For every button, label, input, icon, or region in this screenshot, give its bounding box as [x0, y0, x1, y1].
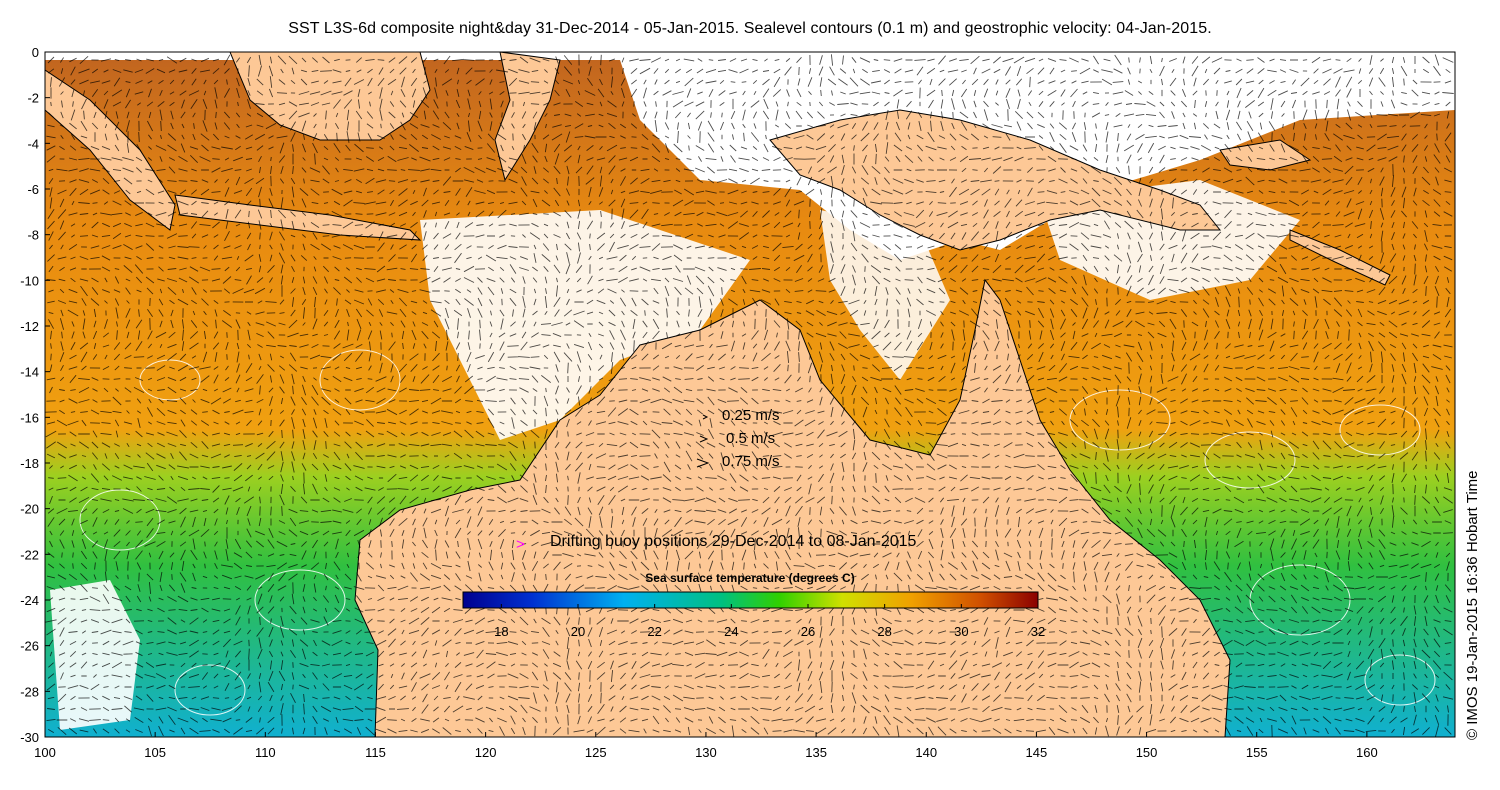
y-tick-label: -16 [20, 410, 39, 425]
colorbar-tick-label: 22 [647, 624, 661, 639]
arrow-0.5-glyph [699, 435, 709, 443]
colorbar-tick-label: 20 [571, 624, 585, 639]
y-tick-label: -28 [20, 684, 39, 699]
y-tick-label: -10 [20, 273, 39, 288]
y-tick-label: -6 [27, 182, 39, 197]
colorbar: Sea surface temperature (degrees C) 18 20… [462, 571, 1045, 639]
velocity-legend-label-3: 0.75 m/s [722, 453, 780, 470]
y-tick-label: -22 [20, 547, 39, 562]
arrow-0.25-glyph [702, 414, 709, 420]
x-tick-label: 140 [915, 745, 937, 760]
x-tick-label: 155 [1246, 745, 1268, 760]
velocity-legend: 0.25 m/s 0.5 m/s 0.75 m/s [696, 407, 780, 470]
velocity-legend-label-2: 0.5 m/s [726, 430, 775, 447]
x-tick-label: 110 [255, 745, 276, 760]
y-tick-label: 0 [32, 45, 39, 60]
y-tick-label: -14 [20, 365, 39, 380]
y-tick-label: -12 [20, 319, 39, 334]
x-tick-label: 145 [1026, 745, 1048, 760]
sealevel-contours [79, 349, 1436, 716]
x-tick-label: 115 [365, 745, 386, 760]
borneo-landmass [229, 52, 431, 141]
java-landmass [174, 194, 422, 241]
colorbar-tick-label: 26 [801, 624, 815, 639]
velocity-legend-item-1: 0.25 m/s [702, 407, 780, 424]
y-tick-label: -8 [27, 228, 39, 243]
land [45, 52, 1391, 737]
x-tick-label: 105 [144, 745, 166, 760]
plot-frame [44, 51, 1456, 738]
map-title: SST L3S-6d composite night&day 31-Dec-20… [288, 20, 1212, 37]
colorbar-tick-label: 30 [954, 624, 968, 639]
geostrophic-velocity-arrows [45, 54, 1454, 737]
x-tick-label: 150 [1136, 745, 1158, 760]
y-tick-label: -18 [20, 456, 39, 471]
arrow-0.75-glyph [696, 458, 710, 468]
sumatra-landmass [45, 69, 176, 231]
y-tick-label: -30 [20, 730, 39, 745]
colorbar-tick-label: 32 [1031, 624, 1045, 639]
velocity-arrow-strokes [45, 54, 1454, 737]
buoy-legend: > Drifting buoy positions 29-Dec-2014 to… [516, 533, 917, 553]
x-tick-label: 120 [475, 745, 497, 760]
y-tick-label: -4 [27, 136, 39, 151]
x-axis: 100 105 110 115 120 125 130 135 140 145 150 155 160 [34, 732, 1378, 760]
x-tick-label: 125 [585, 745, 607, 760]
buoy-legend-label: Drifting buoy positions 29-Dec-2014 to 0… [550, 533, 917, 550]
y-tick-label: -2 [27, 91, 39, 106]
buoy-marker-glyph: > [516, 536, 525, 553]
colorbar-ticks: 18 20 22 24 26 28 30 32 [494, 604, 1045, 639]
x-tick-label: 160 [1356, 745, 1378, 760]
new-britain [1219, 139, 1312, 171]
velocity-legend-item-2: 0.5 m/s [699, 430, 775, 447]
colorbar-tick-label: 24 [724, 624, 738, 639]
y-axis: 0 -2 -4 -6 -8 -10 -12 -14 -16 -18 -20 -22 -24 -26 -28 -… [20, 45, 50, 745]
colorbar-gradient [462, 591, 1039, 609]
new-guinea-landmass [769, 109, 1222, 251]
x-tick-label: 135 [805, 745, 827, 760]
x-tick-label: 130 [695, 745, 717, 760]
y-tick-label: -20 [20, 502, 39, 517]
colorbar-tick-label: 18 [494, 624, 508, 639]
x-tick-label: 100 [34, 745, 56, 760]
velocity-legend-item-3: 0.75 m/s [696, 453, 780, 470]
colorbar-title: Sea surface temperature (degrees C) [645, 571, 854, 585]
velocity-legend-label-1: 0.25 m/s [722, 407, 780, 424]
credit-line: © IMOS 19-Jan-2015 16:36 Hobart Time [1464, 470, 1481, 740]
y-tick-label: -24 [20, 593, 39, 608]
y-tick-label: -26 [20, 639, 39, 654]
colorbar-tick-label: 28 [877, 624, 891, 639]
